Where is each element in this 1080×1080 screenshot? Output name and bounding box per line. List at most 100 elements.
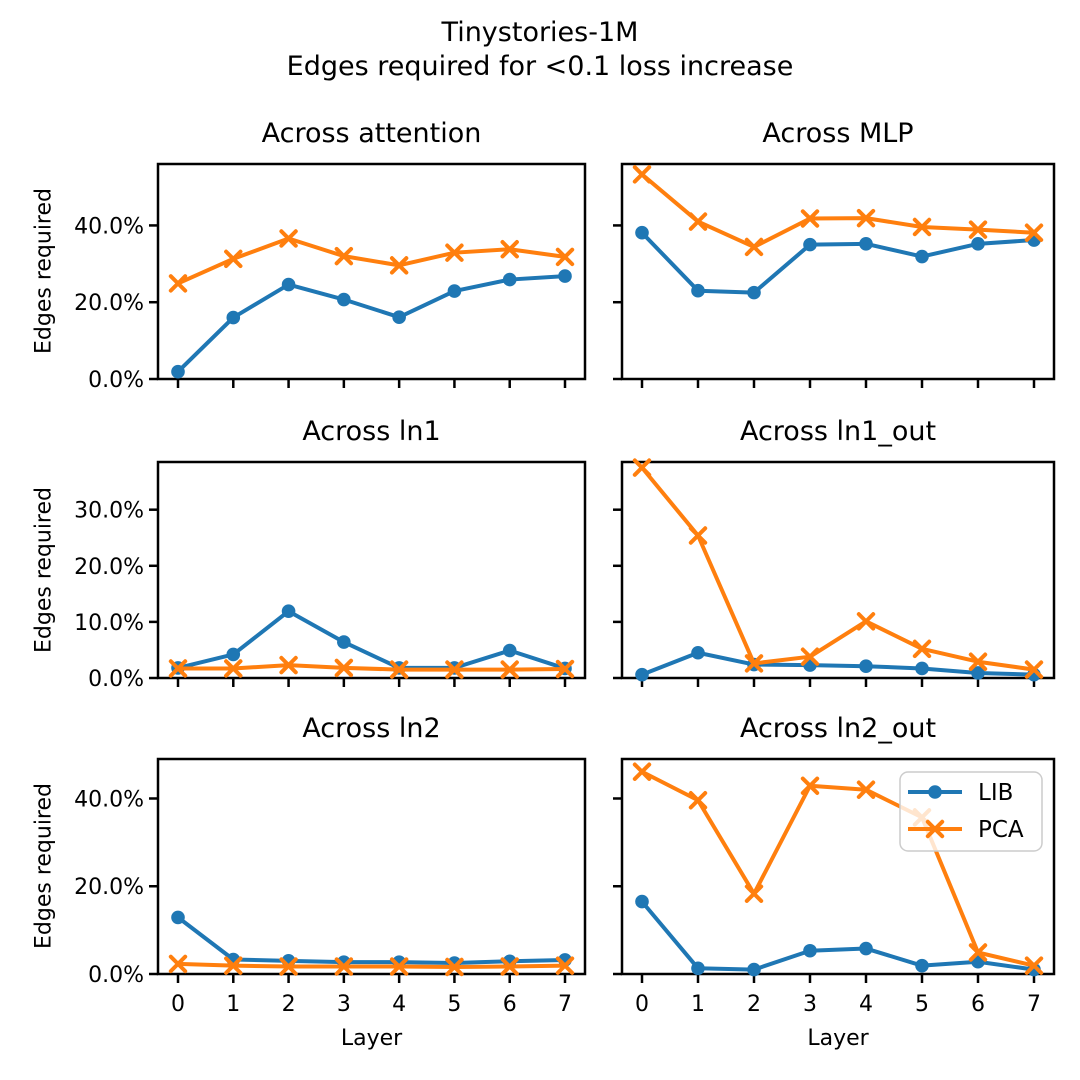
subplot-title-ln2: Across ln2 <box>302 713 441 744</box>
subplot-ln1-out-plot <box>613 458 1056 687</box>
y-tick-label: 20.0% <box>74 875 144 900</box>
pca-marker <box>632 458 652 477</box>
lib-marker <box>915 958 929 973</box>
pca-marker <box>555 247 575 267</box>
subplot-title-ln2-out: Across ln2_out <box>739 713 937 744</box>
pca-marker <box>688 526 708 545</box>
lib-marker <box>447 284 462 298</box>
pca-marker <box>445 957 464 977</box>
legend-label-pca: PCA <box>978 817 1024 843</box>
lib-marker <box>971 666 985 680</box>
pca-marker <box>744 654 764 673</box>
lib-marker <box>392 310 406 324</box>
x-tick-label: 1 <box>226 992 240 1017</box>
legend-sample-marker <box>925 819 945 839</box>
x-tick-label: 6 <box>971 992 985 1017</box>
pca-marker <box>224 249 243 269</box>
x-tick-label: 7 <box>558 992 572 1017</box>
x-tick-label: 4 <box>392 992 406 1017</box>
lib-marker <box>226 647 241 662</box>
y-tick-label: 0.0% <box>88 667 144 692</box>
lib-marker <box>915 249 929 264</box>
subplot-title-ln1-out: Across ln1_out <box>739 416 937 447</box>
pca-marker <box>968 943 988 962</box>
lib-marker <box>171 910 185 925</box>
pca-marker <box>279 229 298 248</box>
pca-series-line <box>176 961 567 969</box>
x-tick-label: 1 <box>691 992 705 1017</box>
pca-marker <box>279 957 298 976</box>
lib-marker <box>635 225 649 240</box>
lib-marker <box>859 237 873 251</box>
pca-marker <box>555 659 575 679</box>
x-tick-label: 2 <box>747 992 761 1017</box>
pca-marker <box>1024 956 1044 975</box>
pca-marker <box>168 659 188 678</box>
pca-marker <box>912 217 932 237</box>
lib-marker <box>803 237 817 252</box>
plot-box <box>620 162 1056 381</box>
pca-marker <box>968 652 988 671</box>
pca-marker <box>1024 660 1044 679</box>
x-axis-label-right: Layer <box>807 1026 869 1051</box>
pca-series-line <box>640 172 1036 249</box>
legend-sample-marker <box>928 785 942 799</box>
lib-marker <box>691 961 705 976</box>
pca-marker <box>334 246 354 266</box>
plot-box <box>156 460 587 680</box>
x-tick-label: 7 <box>1027 992 1041 1017</box>
pca-marker <box>500 957 519 976</box>
plot-box <box>620 460 1056 680</box>
y-tick-label: 40.0% <box>74 787 144 812</box>
pca-marker <box>856 780 876 799</box>
lib-marker <box>558 269 572 283</box>
pca-marker <box>168 274 188 293</box>
figure-title-line2: Edges required for <0.1 loss increase <box>286 51 794 82</box>
pca-marker <box>500 660 519 679</box>
lib-marker <box>502 643 517 658</box>
pca-series-line <box>640 769 1036 968</box>
y-tick-label: 10.0% <box>74 611 144 636</box>
plot-box <box>156 162 587 381</box>
subplot-ln1-plot: 0.0% 10.0% 20.0% 30.0% <box>74 460 587 692</box>
lib-marker <box>337 292 351 307</box>
x-axis-label-left: Layer <box>340 1026 403 1051</box>
lib-marker <box>859 941 873 956</box>
lib-marker <box>171 364 185 379</box>
figure-title-line1: Tinystories-1M <box>441 17 639 48</box>
lib-marker <box>803 943 817 958</box>
pca-series-line <box>176 236 567 286</box>
x-tick-label: 2 <box>282 992 296 1017</box>
x-tick-label: 6 <box>503 992 517 1017</box>
lib-marker <box>691 283 705 298</box>
pca-marker <box>800 776 820 795</box>
subplot-title-ln1: Across ln1 <box>302 416 441 447</box>
lib-marker <box>281 277 296 292</box>
pca-marker <box>224 956 243 975</box>
lib-marker <box>337 635 351 649</box>
pca-marker <box>445 660 464 679</box>
lib-marker <box>859 659 873 674</box>
pca-marker <box>389 660 409 679</box>
x-tick-label: 0 <box>171 992 185 1017</box>
legend-label-lib: LIB <box>978 780 1013 806</box>
lib-series-line <box>176 274 567 374</box>
pca-marker <box>389 957 409 976</box>
lib-marker <box>747 962 761 977</box>
pca-marker <box>632 762 652 781</box>
x-tick-label: 5 <box>915 992 929 1017</box>
x-tick-label: 3 <box>803 992 817 1017</box>
y-tick-label: 0.0% <box>88 368 144 393</box>
y-tick-label: 20.0% <box>74 555 144 580</box>
x-tick-label: 0 <box>635 992 649 1017</box>
pca-series-line <box>640 465 1036 672</box>
y-tick-label: 30.0% <box>74 499 144 524</box>
subplot-title-mlp: Across MLP <box>762 118 914 149</box>
x-tick-label: 4 <box>859 992 873 1017</box>
lib-marker <box>747 285 761 300</box>
pca-marker <box>688 212 708 231</box>
plot-box <box>156 757 587 976</box>
pca-marker <box>856 612 876 631</box>
y-tick-label: 0.0% <box>88 963 144 988</box>
subplot-ln2-plot: 0.0% 20.0% 40.0% 0 1 2 3 4 5 6 7 <box>74 757 587 1017</box>
